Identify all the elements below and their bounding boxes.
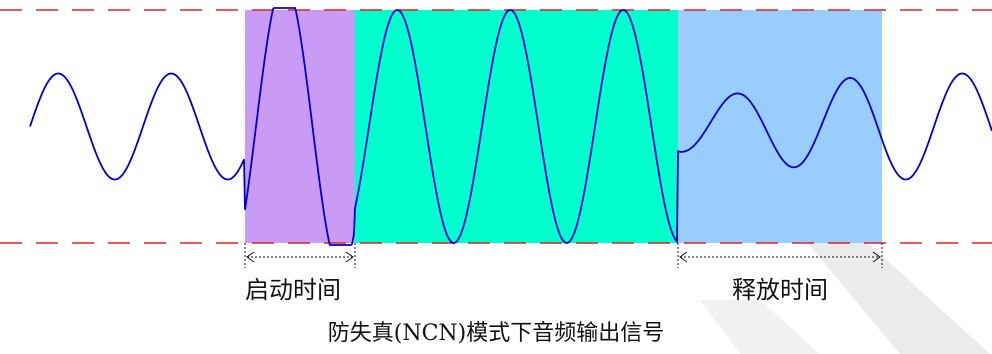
release-time-arrow [679,251,881,263]
watermark-stroke-2 [700,300,820,354]
watermark-stroke [790,222,990,354]
diagram-caption: 防失真(NCN)模式下音频输出信号 [328,321,665,346]
audio-waveform [29,7,992,246]
hold-region [355,10,678,243]
watermark [700,222,990,354]
release-region [678,10,882,243]
attack-time-label: 启动时间 [245,276,341,304]
attack-time-arrow [246,251,354,263]
attack-region [245,10,355,243]
release-time-label: 释放时间 [732,276,828,304]
